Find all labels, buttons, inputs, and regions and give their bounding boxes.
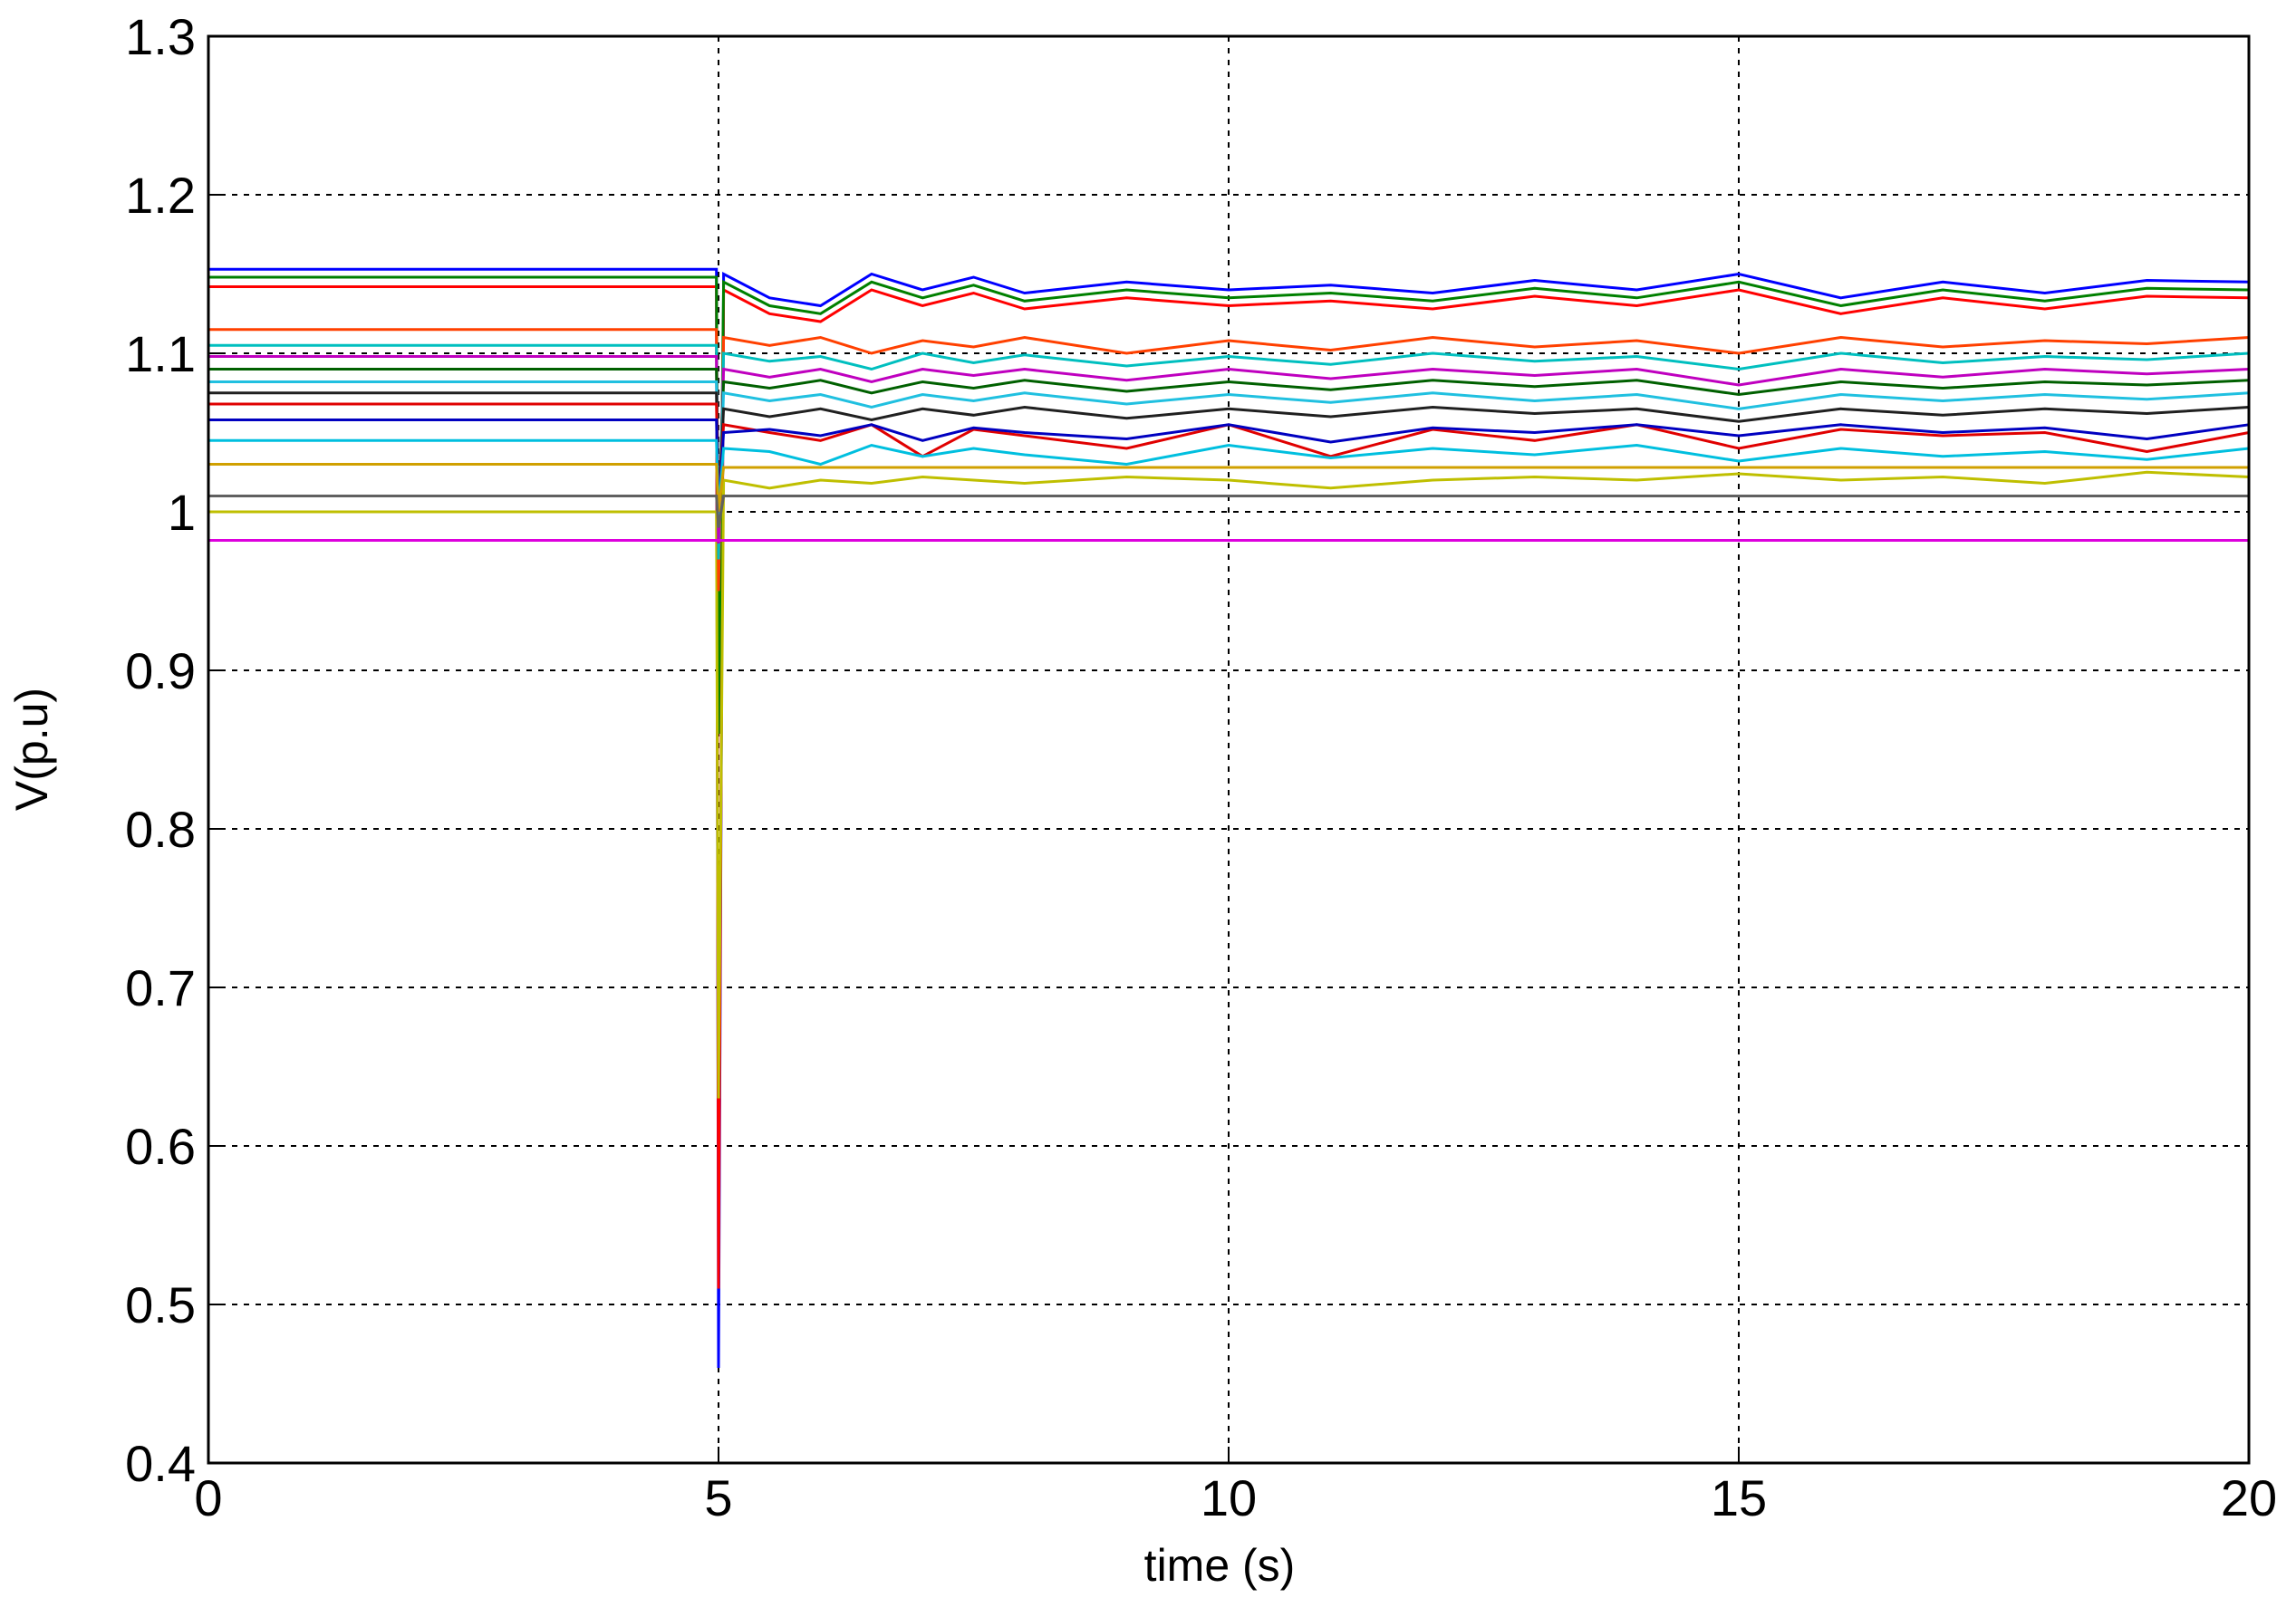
series-line xyxy=(208,368,2250,528)
y-tick-label: 0.8 xyxy=(125,801,196,858)
series-line xyxy=(208,463,2249,513)
x-axis-label: time (s) xyxy=(1144,1540,1296,1591)
series-line xyxy=(208,470,2250,1099)
y-tick-label: 1 xyxy=(168,484,196,541)
y-tick-label: 1.1 xyxy=(125,325,196,382)
y-tick-label: 0.7 xyxy=(125,959,196,1016)
y-tick-label: 1.2 xyxy=(125,167,196,224)
series-line xyxy=(208,328,2250,592)
y-axis-label: V(p.u) xyxy=(6,688,57,811)
series-line xyxy=(208,285,2250,1289)
x-tick-label: 15 xyxy=(1711,1469,1767,1526)
series-line xyxy=(208,438,2250,513)
series-line xyxy=(208,402,2250,513)
series-line xyxy=(208,355,2250,544)
y-tick-label: 0.4 xyxy=(125,1435,196,1492)
series-line xyxy=(208,380,2250,528)
plot-frame xyxy=(207,34,2251,1465)
x-tick-label: 20 xyxy=(2221,1469,2277,1526)
series-line xyxy=(208,391,2250,513)
series-line xyxy=(208,267,2250,1369)
series-line xyxy=(208,275,2250,735)
series-line xyxy=(208,343,2250,560)
y-tick-label: 1.3 xyxy=(125,8,196,65)
y-tick-label: 0.6 xyxy=(125,1118,196,1175)
y-tick-label: 0.9 xyxy=(125,642,196,699)
series-line xyxy=(208,495,2249,528)
series-line xyxy=(208,419,2250,513)
x-tick-label: 0 xyxy=(194,1469,222,1526)
x-tick-label: 10 xyxy=(1201,1469,1257,1526)
x-tick-label: 5 xyxy=(704,1469,732,1526)
y-tick-label: 0.5 xyxy=(125,1276,196,1333)
